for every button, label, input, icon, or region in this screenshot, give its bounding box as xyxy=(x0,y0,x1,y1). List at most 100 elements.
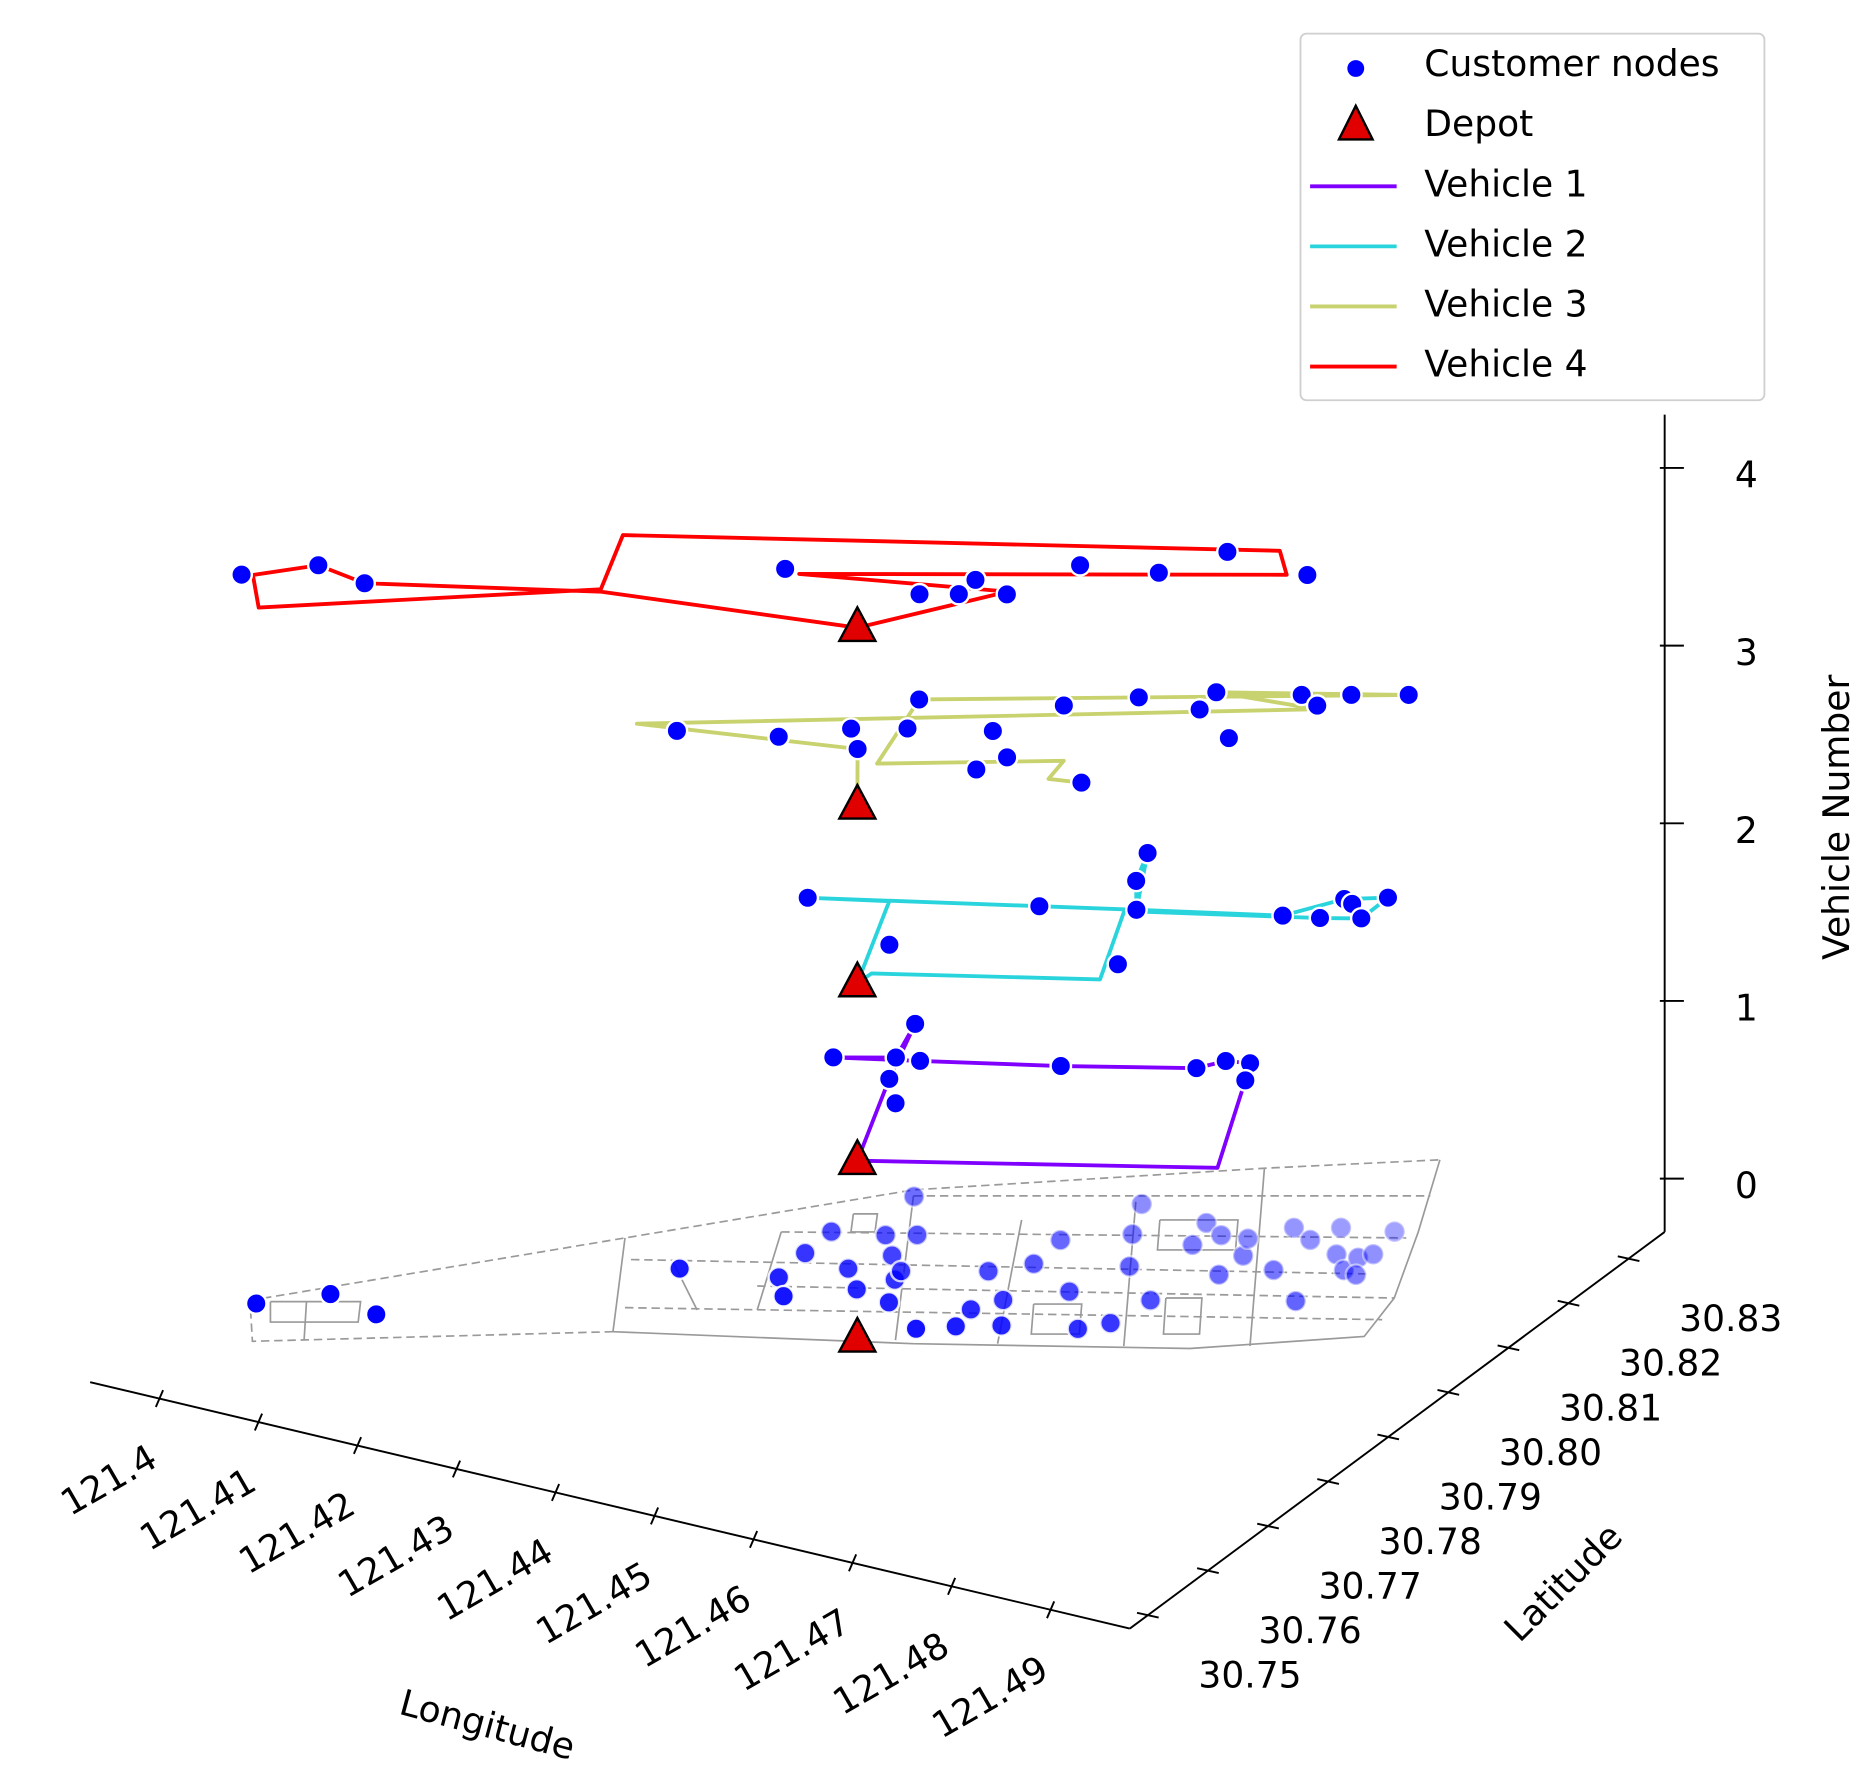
customer-node xyxy=(981,719,1005,743)
customer-node xyxy=(1262,1258,1285,1282)
legend-label: Vehicle 4 xyxy=(1424,344,1587,386)
x-tick xyxy=(253,1413,263,1431)
x-tick xyxy=(947,1577,957,1596)
depot xyxy=(837,960,878,998)
y-tick-label: 30.78 xyxy=(1379,1521,1482,1563)
depot xyxy=(837,604,878,643)
y-tick-label: 30.81 xyxy=(1559,1387,1662,1429)
customer-node xyxy=(819,1220,843,1244)
customer-node xyxy=(1057,1280,1081,1304)
customer-node xyxy=(1217,726,1241,750)
customer-node xyxy=(990,1314,1013,1337)
x-tick xyxy=(1046,1600,1056,1619)
customer-node xyxy=(1181,1233,1204,1257)
customer-node xyxy=(902,1185,926,1208)
customer-node xyxy=(1066,1317,1090,1341)
customer-node xyxy=(846,737,870,761)
customer-node xyxy=(1308,906,1332,930)
y-tick xyxy=(1196,1567,1219,1574)
customer-node xyxy=(668,1257,692,1281)
customer-node xyxy=(1329,1216,1353,1240)
customer-node xyxy=(773,557,797,581)
y-tick xyxy=(1617,1255,1640,1263)
customer-node xyxy=(1271,904,1295,928)
customer-node xyxy=(845,1278,869,1301)
customer-node xyxy=(964,758,988,781)
customer-node xyxy=(964,568,987,592)
customer-node xyxy=(1215,540,1239,564)
customer-node xyxy=(1022,1252,1046,1276)
customer-node xyxy=(903,1012,927,1036)
depot xyxy=(837,1137,878,1176)
customer-node xyxy=(1236,1227,1260,1251)
customer-node xyxy=(796,886,820,910)
customer-node xyxy=(793,1241,817,1265)
customer-node xyxy=(306,553,330,577)
z-axis-label: Vehicle Number xyxy=(1816,675,1858,960)
map-boundary xyxy=(249,1158,1440,1302)
legend-label: Vehicle 3 xyxy=(1424,283,1587,325)
customer-node xyxy=(1204,680,1228,704)
base-map xyxy=(249,1158,1441,1350)
x-tick xyxy=(551,1483,561,1502)
map-block xyxy=(1162,1297,1203,1335)
y-axis xyxy=(1129,1231,1666,1630)
legend-label: Vehicle 2 xyxy=(1424,223,1587,265)
y-tick xyxy=(1257,1522,1280,1530)
x-tick-label: 121.4 xyxy=(54,1436,164,1524)
depot xyxy=(837,782,878,820)
customer-node xyxy=(991,1288,1015,1312)
legend-marker xyxy=(1344,57,1367,80)
customer-node xyxy=(319,1282,342,1306)
customer-node xyxy=(1136,841,1160,865)
customer-node xyxy=(1120,1222,1144,1246)
customer-node xyxy=(1106,952,1130,976)
customer-node xyxy=(1049,1054,1073,1078)
route-line xyxy=(634,690,1411,806)
customer-node xyxy=(1361,1242,1385,1266)
customer-node xyxy=(1376,886,1400,910)
customer-node xyxy=(995,582,1019,606)
customer-node xyxy=(230,563,253,587)
customer-node xyxy=(1295,563,1319,587)
map-block xyxy=(850,1213,879,1233)
customer-node xyxy=(959,1297,983,1321)
customer-node xyxy=(1184,1056,1208,1080)
route-line xyxy=(250,533,1289,630)
x-tick xyxy=(848,1554,858,1572)
customer-node xyxy=(1125,898,1148,922)
map-boundary xyxy=(612,1159,1441,1350)
customer-node xyxy=(877,933,901,957)
customer-node xyxy=(1214,1049,1238,1073)
customer-node xyxy=(1233,1068,1257,1092)
customer-node xyxy=(1069,771,1093,795)
customer-node xyxy=(884,1046,908,1069)
legend-box xyxy=(1299,32,1766,402)
x-tick xyxy=(154,1389,164,1408)
customer-node xyxy=(1325,1242,1348,1266)
customer-node xyxy=(1188,698,1212,721)
customer-node xyxy=(1383,1220,1406,1244)
customer-node xyxy=(767,725,791,749)
map-road xyxy=(756,1231,783,1311)
customer-node xyxy=(896,717,919,740)
customer-node xyxy=(877,1067,901,1091)
y-tick-label: 30.80 xyxy=(1499,1432,1602,1474)
y-axis-label: Latitude xyxy=(1496,1515,1631,1650)
customer-node xyxy=(1130,1192,1154,1216)
customer-node xyxy=(905,1223,929,1247)
customer-node xyxy=(772,1284,795,1308)
legend-label: Vehicle 1 xyxy=(1424,163,1587,205)
customer-node xyxy=(1282,1216,1306,1240)
y-tick-label: 30.83 xyxy=(1679,1298,1782,1340)
z-tick-label: 4 xyxy=(1735,455,1758,497)
customer-node xyxy=(1209,1223,1233,1247)
customer-node xyxy=(1052,694,1076,717)
y-tick xyxy=(1317,1478,1340,1485)
customer-node xyxy=(1124,869,1148,893)
customer-node xyxy=(364,1302,388,1326)
legend: Customer nodes Depot Vehicle 1 Vehicle 2… xyxy=(1299,32,1766,402)
y-tick xyxy=(1437,1389,1460,1396)
y-tick-label: 30.82 xyxy=(1619,1343,1722,1385)
